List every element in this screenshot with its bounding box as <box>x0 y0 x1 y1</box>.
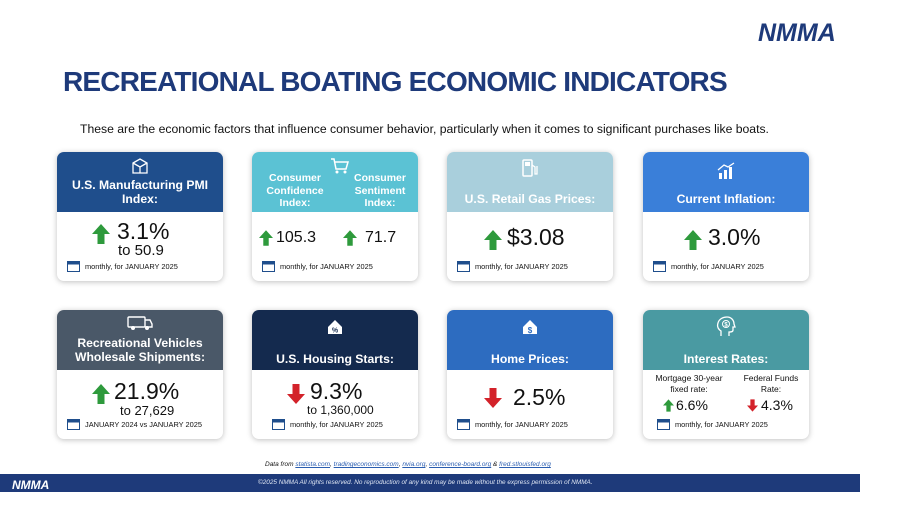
data-sources-note: Data from statista.com, tradingeconomics… <box>265 461 551 468</box>
source-link[interactable]: nvia.org <box>402 461 426 468</box>
card-body: 3.1% to 50.9 monthly, for JANUARY 2025 <box>57 212 223 281</box>
arrow-up-icon <box>663 399 674 412</box>
source-link[interactable]: fred.stlouisfed.org <box>499 461 551 468</box>
calendar-icon <box>653 261 666 272</box>
arrow-up-icon <box>484 230 502 250</box>
footer-copyright: ©2025 NMMA All rights reserved. No repro… <box>258 479 593 486</box>
rv-icon <box>127 316 153 330</box>
card-footnote: monthly, for JANUARY 2025 <box>457 260 607 274</box>
card-manufacturing-pmi: U.S. Manufacturing PMI Index: 3.1% to 50… <box>57 152 223 281</box>
card-title: Recreational Vehicles Wholesale Shipment… <box>74 336 206 364</box>
card-body: 21.9% to 27,629 JANUARY 2024 vs JANUARY … <box>57 370 223 439</box>
arrow-up-icon <box>684 230 702 250</box>
card-body: $3.08 monthly, for JANUARY 2025 <box>447 212 613 281</box>
card-footnote: monthly, for JANUARY 2025 <box>67 260 217 274</box>
card-footnote: monthly, for JANUARY 2025 <box>653 260 803 274</box>
card-value: 3.0% <box>708 224 761 250</box>
label-mortgage-rate: Mortgage 30-year fixed rate: <box>655 373 723 394</box>
calendar-icon <box>67 419 80 430</box>
card-sub-value: to 50.9 <box>118 242 164 259</box>
card-home-prices: $ Home Prices: 2.5% monthly, for JANUARY… <box>447 310 613 439</box>
arrow-up-icon <box>92 224 110 244</box>
card-value-left: 6.6% <box>676 397 708 413</box>
footer-logo: NMMA <box>12 478 49 490</box>
svg-text:NMMA: NMMA <box>12 478 49 490</box>
card-title: Home Prices: <box>491 352 569 366</box>
card-footnote: monthly, for JANUARY 2025 <box>457 418 607 432</box>
card-body: 2.5% monthly, for JANUARY 2025 <box>447 370 613 439</box>
card-body: 3.0% monthly, for JANUARY 2025 <box>643 212 809 281</box>
calendar-icon <box>457 261 470 272</box>
card-sub-value: to 27,629 <box>120 403 175 418</box>
page-subtitle: These are the economic factors that infl… <box>80 122 769 136</box>
card-value-right: 71.7 <box>365 229 397 246</box>
calendar-icon <box>457 419 470 430</box>
card-value-left: 105.3 <box>276 229 317 246</box>
card-header: Current Inflation: <box>643 152 809 212</box>
card-value-right: 4.3% <box>761 397 793 413</box>
cart-icon <box>331 158 349 174</box>
card-header: $ Interest Rates: <box>643 310 809 370</box>
card-footnote: monthly, for JANUARY 2025 <box>657 418 803 432</box>
card-body: Mortgage 30-year fixed rate: Federal Fun… <box>643 370 809 439</box>
calendar-icon <box>272 419 285 430</box>
card-footnote: monthly, for JANUARY 2025 <box>272 418 412 432</box>
card-title-left: Consumer Confidence Index: <box>266 172 324 209</box>
card-value: 2.5% <box>513 384 566 410</box>
card-housing-starts: % U.S. Housing Starts: 9.3% to 1,360,000… <box>252 310 418 439</box>
card-body: 9.3% to 1,360,000 monthly, for JANUARY 2… <box>252 370 418 439</box>
card-title: U.S. Retail Gas Prices: <box>464 192 596 206</box>
source-link[interactable]: tradingeconomics.com <box>333 461 399 468</box>
card-footnote: monthly, for JANUARY 2025 <box>262 260 412 274</box>
arrow-down-icon <box>484 388 502 408</box>
svg-text:$: $ <box>724 323 728 329</box>
card-footnote: JANUARY 2024 vs JANUARY 2025 <box>67 418 217 432</box>
arrow-up-icon <box>92 384 110 404</box>
card-sub-value: to 1,360,000 <box>307 403 374 417</box>
page-title: RECREATIONAL BOATING ECONOMIC INDICATORS <box>63 66 728 97</box>
head-dollar-icon: $ <box>716 316 736 336</box>
svg-text:$: $ <box>528 326 533 335</box>
label-fed-funds-rate: Federal Funds Rate: <box>743 373 799 394</box>
gas-pump-icon <box>522 159 538 177</box>
card-value: 21.9% <box>114 378 180 404</box>
svg-text:NMMA: NMMA <box>758 19 836 45</box>
arrow-down-icon <box>287 384 305 404</box>
card-title-right: Consumer Sentiment Index: <box>354 172 406 209</box>
card-value: 9.3% <box>310 378 363 404</box>
calendar-icon <box>67 261 80 272</box>
card-header: Recreational Vehicles Wholesale Shipment… <box>57 310 223 370</box>
chart-growth-icon <box>717 162 735 179</box>
house-dollar-icon: $ <box>523 320 537 335</box>
calendar-icon <box>262 261 275 272</box>
house-percent-icon: % <box>328 320 342 335</box>
card-header: $ Home Prices: <box>447 310 613 370</box>
card-header: % U.S. Housing Starts: <box>252 310 418 370</box>
card-title: U.S. Housing Starts: <box>276 352 394 366</box>
card-consumer-confidence: Consumer Confidence Index: Consumer Sent… <box>252 152 418 281</box>
svg-text:%: % <box>332 328 339 335</box>
card-title: Current Inflation: <box>676 192 776 206</box>
card-title: U.S. Manufacturing PMI Index: <box>71 178 209 206</box>
card-gas-prices: U.S. Retail Gas Prices: $3.08 monthly, f… <box>447 152 613 281</box>
card-title: Interest Rates: <box>683 352 769 366</box>
card-interest-rates: $ Interest Rates: Mortgage 30-year fixed… <box>643 310 809 439</box>
card-inflation: Current Inflation: 3.0% monthly, for JAN… <box>643 152 809 281</box>
card-header: U.S. Retail Gas Prices: <box>447 152 613 212</box>
arrow-down-icon <box>747 399 758 412</box>
calendar-icon <box>657 419 670 430</box>
card-value: $3.08 <box>507 224 565 250</box>
nmma-logo: NMMA <box>758 19 836 45</box>
source-link[interactable]: conference-board.org <box>429 461 492 468</box>
footer-bar: NMMA ©2025 NMMA All rights reserved. No … <box>0 474 860 492</box>
factory-icon <box>132 158 148 174</box>
card-header: Consumer Confidence Index: Consumer Sent… <box>252 152 418 212</box>
card-value: 3.1% <box>117 218 170 244</box>
card-body: 105.3 71.7 monthly, for JANUARY 2025 <box>252 212 418 281</box>
card-rv-shipments: Recreational Vehicles Wholesale Shipment… <box>57 310 223 439</box>
arrow-up-icon <box>259 230 273 246</box>
source-link[interactable]: statista.com <box>295 461 331 468</box>
arrow-up-icon <box>343 230 357 246</box>
card-header: U.S. Manufacturing PMI Index: <box>57 152 223 212</box>
